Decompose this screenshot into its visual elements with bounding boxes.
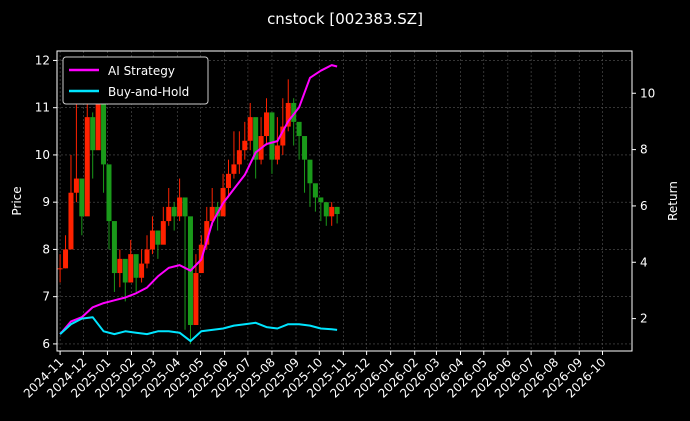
candle-body [247, 117, 253, 141]
y-left-tick-label: 6 [42, 337, 50, 351]
y-left-tick-label: 10 [35, 148, 50, 162]
candle-body [84, 117, 90, 217]
candle-body [285, 102, 291, 127]
candle-body [57, 268, 63, 270]
candle-body [253, 117, 259, 160]
candle-body [79, 178, 85, 217]
candle-body [111, 221, 117, 274]
return-lines [59, 64, 338, 343]
candle-body [155, 230, 161, 245]
candle-body [122, 258, 128, 283]
candle-body [280, 126, 286, 146]
candle-body [68, 192, 74, 250]
y-axis-left-title: Price [10, 186, 24, 215]
legend-box [62, 56, 209, 105]
candle-body [242, 140, 248, 151]
candle-body [139, 263, 145, 278]
candle-body [106, 164, 112, 222]
y-right-tick-label: 2 [640, 312, 648, 326]
legend-label-buy-and-hold: Buy-and-Hold [108, 85, 189, 99]
legend-label-ai-strategy: AI Strategy [108, 64, 175, 78]
candle-body [193, 273, 199, 326]
y-axis-right-title: Return [666, 181, 680, 221]
candle-body [182, 197, 188, 217]
candle-body [160, 221, 166, 245]
candle-body [209, 206, 215, 222]
candle-body [177, 197, 183, 217]
buy-and-hold-line [59, 316, 338, 343]
candle-body [128, 254, 134, 283]
plot-frame [56, 50, 633, 352]
y-right-tick-label: 8 [640, 143, 648, 157]
legend: AI Strategy Buy-and-Hold [62, 56, 209, 105]
y-right-tick-label: 4 [640, 255, 648, 269]
candle-body [323, 202, 329, 217]
candle-body [73, 178, 79, 193]
chart-title: cnstock [002383.SZ] [267, 10, 423, 28]
y-right-tick-label: 6 [640, 199, 648, 213]
candle-body [291, 102, 297, 122]
candle-body [133, 254, 139, 278]
candle-body [90, 117, 96, 151]
candle-body [204, 221, 210, 245]
candle-body [269, 112, 275, 160]
y-left-tick-label: 11 [35, 101, 50, 115]
candle-body [318, 197, 324, 203]
candle-body [231, 164, 237, 174]
candle-body [312, 183, 318, 198]
candle-body [101, 102, 107, 165]
candle-body [236, 150, 242, 165]
y-left-tick-label: 12 [35, 53, 50, 67]
y-left-tick-label: 7 [42, 290, 50, 304]
candle-body [149, 230, 155, 250]
candle-body [171, 206, 177, 217]
candle-body [274, 145, 280, 160]
candle-body [302, 136, 308, 160]
ai-strategy-line [59, 64, 338, 335]
y-left-tick-label: 9 [42, 195, 50, 209]
candle-body [296, 121, 302, 137]
candle-body [63, 249, 69, 269]
candle-body [264, 112, 270, 137]
candle-body [334, 206, 340, 214]
candle-body [117, 258, 123, 274]
candle-body [329, 206, 335, 217]
y-left-tick-label: 8 [42, 242, 50, 256]
candle-body [95, 102, 101, 151]
candle-body [307, 159, 313, 184]
y-right-tick-label: 10 [640, 86, 655, 100]
candle-body [144, 249, 150, 264]
candle-body [166, 206, 172, 222]
candle-body [225, 173, 231, 189]
